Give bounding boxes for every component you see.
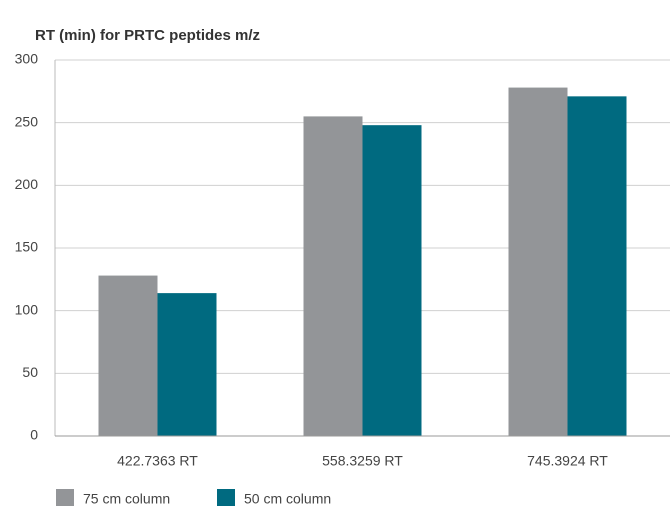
y-tick-label: 50: [22, 364, 38, 380]
y-tick-label: 150: [15, 239, 39, 255]
legend-swatch: [56, 489, 74, 506]
bar: [362, 125, 422, 436]
x-tick-label: 558.3259 RT: [322, 453, 403, 469]
bar: [508, 87, 568, 436]
y-tick-label: 250: [15, 113, 39, 129]
y-tick-label: 100: [15, 301, 39, 317]
legend-label: 75 cm column: [83, 491, 170, 506]
x-tick-label: 745.3924 RT: [527, 453, 608, 469]
bar: [567, 96, 627, 436]
legend-label: 50 cm column: [244, 491, 331, 506]
bar: [303, 116, 363, 437]
y-tick-label: 0: [30, 427, 38, 443]
y-tick-label: 200: [15, 176, 39, 192]
chart-title: RT (min) for PRTC peptides m/z: [35, 27, 260, 44]
x-tick-label: 422.7363 RT: [117, 453, 198, 469]
bar: [98, 275, 158, 436]
y-tick-label: 300: [15, 51, 39, 67]
bar: [157, 293, 217, 436]
legend-swatch: [217, 489, 235, 506]
